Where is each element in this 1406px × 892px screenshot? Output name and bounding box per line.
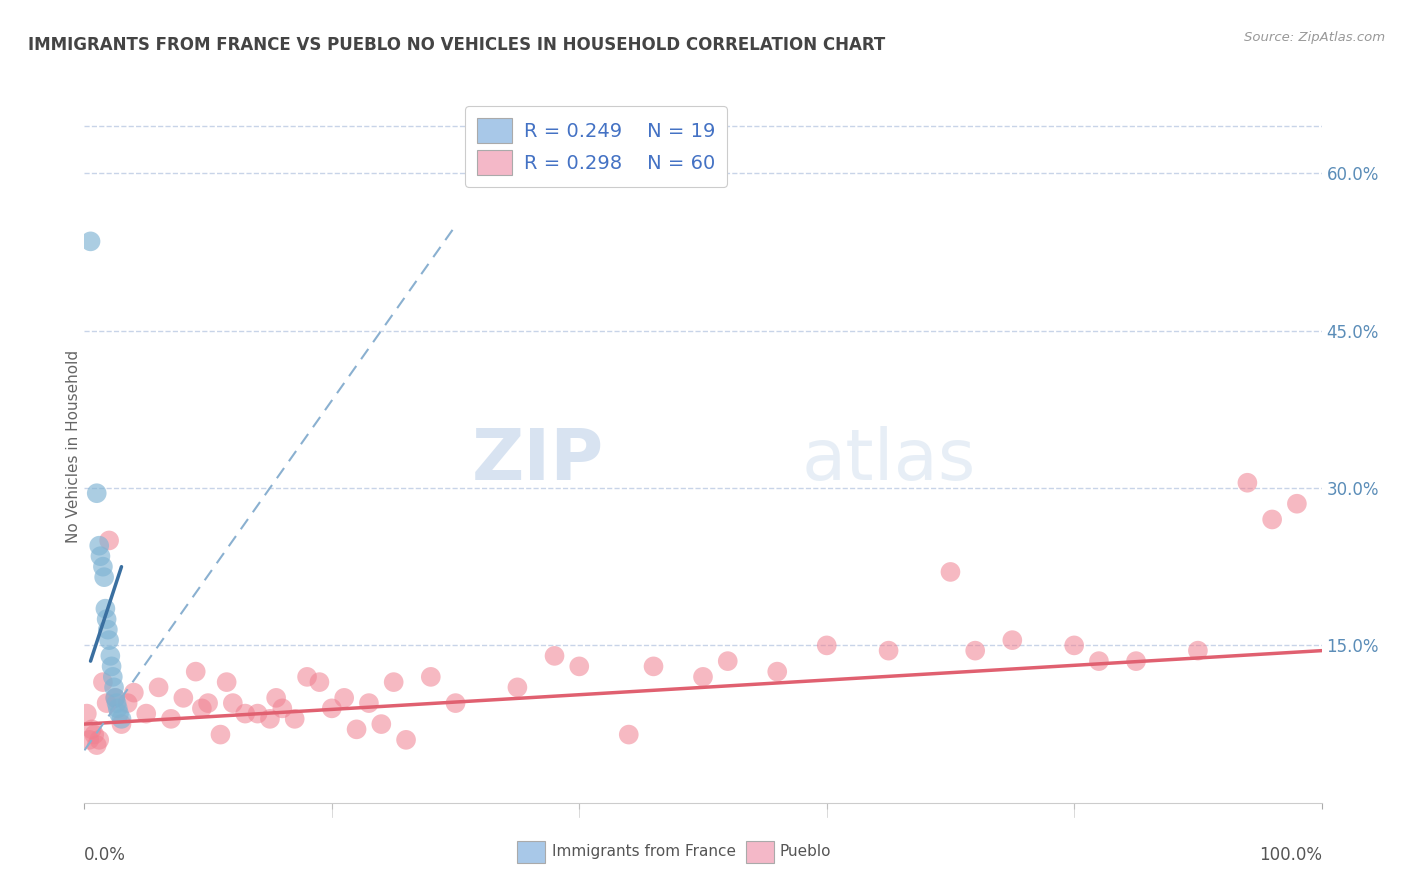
Point <box>965 643 987 657</box>
Point <box>209 728 232 742</box>
Point <box>333 690 356 705</box>
Point <box>1261 512 1284 526</box>
Point <box>104 690 127 705</box>
Point <box>717 654 740 668</box>
Point <box>105 696 128 710</box>
Text: Immigrants from France: Immigrants from France <box>553 844 737 859</box>
Point <box>264 690 287 705</box>
Point <box>101 670 124 684</box>
Text: atlas: atlas <box>801 425 976 495</box>
Point <box>1187 643 1209 657</box>
Text: 100.0%: 100.0% <box>1258 846 1322 863</box>
Point <box>98 648 121 663</box>
Point <box>97 623 120 637</box>
Point <box>233 706 256 721</box>
Point <box>91 559 114 574</box>
Point <box>98 533 121 548</box>
Point <box>100 659 122 673</box>
Point <box>1236 475 1258 490</box>
Point <box>89 549 111 564</box>
Point <box>108 706 131 721</box>
Point <box>86 738 108 752</box>
Point <box>877 643 900 657</box>
Point <box>79 732 101 747</box>
Point <box>110 712 132 726</box>
Point <box>506 681 529 695</box>
Point <box>346 723 368 737</box>
Point <box>96 696 118 710</box>
Point <box>104 690 127 705</box>
Point <box>308 675 330 690</box>
Point <box>284 712 307 726</box>
Point <box>766 665 789 679</box>
Point <box>117 696 139 710</box>
Text: 0.0%: 0.0% <box>84 846 127 863</box>
FancyBboxPatch shape <box>747 840 773 863</box>
Point <box>321 701 343 715</box>
Point <box>643 659 665 673</box>
Point <box>135 706 157 721</box>
Point <box>568 659 591 673</box>
Text: ZIP: ZIP <box>472 425 605 495</box>
Text: Source: ZipAtlas.com: Source: ZipAtlas.com <box>1244 31 1385 45</box>
Point <box>86 486 108 500</box>
Point <box>215 675 238 690</box>
Point <box>89 732 111 747</box>
Point <box>419 670 441 684</box>
Point <box>382 675 405 690</box>
Point <box>94 601 117 615</box>
Point <box>370 717 392 731</box>
Point <box>93 570 115 584</box>
Point <box>271 701 294 715</box>
Point <box>1125 654 1147 668</box>
Point <box>103 681 125 695</box>
Point <box>1285 497 1308 511</box>
Point <box>83 728 105 742</box>
Point <box>259 712 281 726</box>
Point <box>543 648 565 663</box>
Point <box>172 690 194 705</box>
Point <box>295 670 318 684</box>
Point <box>160 712 183 726</box>
Point <box>89 539 111 553</box>
Point <box>395 732 418 747</box>
Point <box>1001 633 1024 648</box>
Point <box>1088 654 1111 668</box>
Point <box>96 612 118 626</box>
Point <box>80 723 103 737</box>
Point <box>939 565 962 579</box>
Y-axis label: No Vehicles in Household: No Vehicles in Household <box>66 350 80 542</box>
Point <box>692 670 714 684</box>
Point <box>617 728 640 742</box>
FancyBboxPatch shape <box>517 840 544 863</box>
Point <box>122 685 145 699</box>
Text: Pueblo: Pueblo <box>780 844 831 859</box>
Point <box>197 696 219 710</box>
Point <box>357 696 380 710</box>
Point <box>1063 639 1085 653</box>
Point <box>76 706 98 721</box>
Point <box>148 681 170 695</box>
Point <box>184 665 207 679</box>
Point <box>815 639 838 653</box>
Point <box>79 235 101 249</box>
Point <box>107 701 129 715</box>
Point <box>246 706 269 721</box>
Point <box>191 701 214 715</box>
Point <box>91 675 114 690</box>
Text: IMMIGRANTS FROM FRANCE VS PUEBLO NO VEHICLES IN HOUSEHOLD CORRELATION CHART: IMMIGRANTS FROM FRANCE VS PUEBLO NO VEHI… <box>28 36 886 54</box>
Point <box>98 633 121 648</box>
Legend: R = 0.249    N = 19, R = 0.298    N = 60: R = 0.249 N = 19, R = 0.298 N = 60 <box>465 106 727 187</box>
Point <box>222 696 245 710</box>
Point <box>444 696 467 710</box>
Point <box>110 717 132 731</box>
